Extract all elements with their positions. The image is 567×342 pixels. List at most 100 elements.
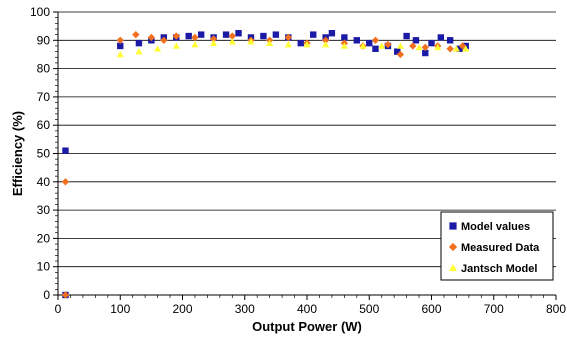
data-point xyxy=(340,42,348,49)
x-tick-label: 500 xyxy=(359,302,379,316)
x-tick-label: 800 xyxy=(546,302,566,316)
data-point xyxy=(452,45,460,52)
data-point xyxy=(172,42,180,49)
data-point xyxy=(403,32,410,40)
data-point xyxy=(446,37,454,44)
legend-label: Measured Data xyxy=(461,242,540,254)
data-point xyxy=(266,39,274,46)
legend-marker xyxy=(448,242,458,252)
data-point xyxy=(135,48,143,55)
data-point xyxy=(260,32,267,40)
data-point xyxy=(366,39,373,47)
data-point xyxy=(310,31,317,38)
y-tick-label: 80 xyxy=(37,62,51,76)
data-point xyxy=(228,38,236,45)
data-point xyxy=(284,41,292,48)
y-tick-label: 90 xyxy=(37,33,51,47)
legend-label: Jantsch Model xyxy=(461,263,537,275)
data-point xyxy=(147,33,156,42)
data-point xyxy=(284,33,293,42)
legend-label: Model values xyxy=(461,221,530,233)
y-tick-label: 20 xyxy=(37,231,51,245)
data-point xyxy=(191,41,199,48)
data-point xyxy=(272,31,280,38)
data-point xyxy=(384,40,392,49)
x-tick-label: 400 xyxy=(297,302,317,316)
series-measured-data xyxy=(61,30,467,299)
data-point xyxy=(191,33,199,42)
data-point xyxy=(462,45,470,52)
data-point xyxy=(434,43,442,51)
y-axis-title: Efficiency (%) xyxy=(10,111,25,196)
data-point xyxy=(160,36,168,44)
x-tick-label: 0 xyxy=(55,302,62,316)
data-point xyxy=(197,31,205,38)
data-point xyxy=(209,35,218,43)
data-point xyxy=(61,178,70,186)
data-point xyxy=(210,39,218,46)
data-point xyxy=(235,30,242,37)
y-tick-label: 40 xyxy=(37,175,51,189)
data-point xyxy=(297,39,304,47)
data-point xyxy=(394,48,401,55)
data-point xyxy=(353,37,360,44)
data-point xyxy=(359,42,367,49)
x-tick-label: 600 xyxy=(421,302,441,316)
data-point xyxy=(247,38,255,45)
data-point xyxy=(412,37,420,44)
data-point xyxy=(62,147,69,154)
data-point xyxy=(185,32,192,40)
y-tick-label: 50 xyxy=(37,147,51,161)
y-tick-label: 100 xyxy=(30,5,50,19)
data-point xyxy=(421,43,429,52)
data-point xyxy=(415,43,423,51)
data-point xyxy=(172,32,180,40)
data-point xyxy=(372,45,379,52)
data-point xyxy=(322,41,330,48)
data-point xyxy=(116,50,124,58)
data-point xyxy=(437,34,445,41)
data-point xyxy=(228,32,236,40)
y-tick-label: 10 xyxy=(37,260,51,274)
legend-marker xyxy=(449,222,457,230)
data-point xyxy=(456,45,463,52)
x-tick-label: 300 xyxy=(235,302,255,316)
data-point xyxy=(422,49,429,57)
data-point xyxy=(328,30,336,37)
y-tick-label: 60 xyxy=(37,118,51,132)
series-model-values xyxy=(62,30,469,299)
data-point xyxy=(428,39,435,47)
data-point xyxy=(117,42,124,50)
data-point xyxy=(135,39,143,47)
y-tick-label: 0 xyxy=(43,288,50,302)
data-point xyxy=(154,45,162,52)
data-point xyxy=(371,36,380,44)
data-point xyxy=(303,41,311,48)
x-axis-title: Output Power (W) xyxy=(252,319,362,334)
data-point xyxy=(341,34,348,41)
y-tick-label: 30 xyxy=(37,203,51,217)
data-point xyxy=(409,42,417,50)
tick-labels: 0 10 20 30 40 50 60 70 80 90 100 0 100 200 300 400 500 60… xyxy=(30,5,566,316)
legend-marker xyxy=(449,264,457,272)
legend-box xyxy=(440,211,554,281)
data-point xyxy=(132,30,140,39)
data-point xyxy=(321,36,330,44)
data-point xyxy=(396,50,405,59)
data-point xyxy=(378,42,386,49)
legend-items: Model values Measured Data Jantsch Model xyxy=(448,221,540,275)
legend: Model values Measured Data Jantsch Model xyxy=(440,211,554,281)
x-tick-label: 100 xyxy=(110,302,130,316)
axes xyxy=(53,11,557,300)
data-point xyxy=(222,31,230,38)
x-tick-label: 700 xyxy=(484,302,504,316)
data-point xyxy=(61,291,70,299)
data-points xyxy=(61,30,470,299)
series-jantsch-model xyxy=(116,38,470,58)
data-point xyxy=(446,45,454,53)
y-tick-label: 70 xyxy=(37,90,51,104)
data-point xyxy=(396,42,404,49)
data-point xyxy=(116,36,124,44)
